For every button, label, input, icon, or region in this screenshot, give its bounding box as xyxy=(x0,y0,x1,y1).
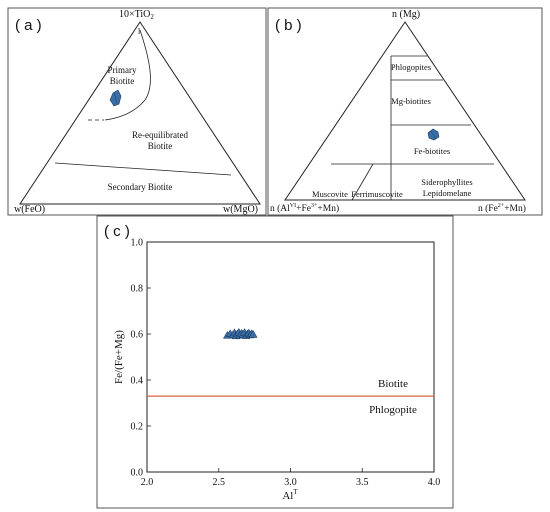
panel-c-xlabel: AlT xyxy=(282,488,298,502)
panel-c-label-phlogopite: Phlogopite xyxy=(369,404,417,416)
panel-b-muscovite-divider xyxy=(351,163,374,201)
panel-b-region-ferrimuscovite: Ferrimuscovite xyxy=(351,189,403,199)
panel-a-region-primary-1: Primary xyxy=(108,65,137,75)
panel-a-curve-mark: l xyxy=(138,27,141,36)
y-tick-label: 0.6 xyxy=(131,330,144,341)
x-tick-label: 2.5 xyxy=(213,477,226,488)
panel-a-label: ( a ) xyxy=(15,17,42,34)
panel-a-region-reeq-1: Re-equilibrated xyxy=(132,130,188,140)
panel-b-frame xyxy=(267,7,543,216)
panel-b-apex-right: n (Fe2++Mn) xyxy=(478,203,526,214)
panel-a: ( a ) l 10×TiO2 w(FeO) w(MgO) Primary Bi… xyxy=(7,7,267,216)
x-tick-label: 3.5 xyxy=(356,477,369,488)
panel-c-plot-area xyxy=(146,241,435,473)
panel-b-triangle xyxy=(284,21,526,201)
panel-a-region-secondary: Secondary Biotite xyxy=(108,182,173,192)
panel-b-apex-left: n (AlVI+Fe3++Mn) xyxy=(270,203,339,214)
panel-b-region-siderophyllites: Siderophyllites xyxy=(421,177,472,187)
panel-c-axes: 2.0 2.5 3.0 3.5 4.0 0.0 0.2 0.4 0.6 0.8 1.0 xyxy=(131,238,441,489)
panel-a-data-cluster xyxy=(109,89,122,107)
panel-a-region-primary-2: Biotite xyxy=(110,76,135,86)
panel-a-secondary-boundary xyxy=(54,162,232,176)
panel-a-frame xyxy=(7,7,267,216)
panel-c-frame xyxy=(96,215,454,509)
panel-c: ( c ) 2.0 2.5 3.0 3.5 4.00.00.20.40.60.81.0 … xyxy=(96,215,454,509)
panel-a-region-reeq-2: Biotite xyxy=(148,141,173,151)
y-tick-label: 0.8 xyxy=(131,284,144,295)
panel-b-region-phlogopites: Phlogopites xyxy=(391,62,431,72)
x-tick-label: 4.0 xyxy=(428,477,441,488)
panel-a-apex-right: w(MgO) xyxy=(223,204,258,215)
panel-c-label: ( c ) xyxy=(104,223,130,240)
panel-b-label: ( b ) xyxy=(275,17,302,34)
panel-b-region-muscovite: Muscovite xyxy=(312,189,348,199)
y-tick-label: 1.0 xyxy=(131,238,144,249)
panel-a-apex-top: 10×TiO2 xyxy=(119,9,154,21)
panel-b-apex-top: n (Mg) xyxy=(392,9,420,20)
x-tick-label: 2.0 xyxy=(141,477,154,488)
panel-a-primary-curve xyxy=(104,29,151,121)
x-tick-label: 3.0 xyxy=(284,477,297,488)
panel-c-label-biotite: Biotite xyxy=(378,378,408,390)
panel-b-cluster-marker xyxy=(427,128,440,141)
panel-b-data-cluster xyxy=(427,128,440,141)
panel-b-cluster-edge xyxy=(430,130,437,140)
panel-b-region-mg-biotites: Mg-biotites xyxy=(391,96,431,106)
panel-a-cluster-edge xyxy=(113,91,118,105)
panel-c-points xyxy=(222,327,258,340)
scatter-point xyxy=(248,329,258,338)
panel-b: ( b ) n (Mg) n (AlVI+Fe3++Mn) n (Fe2++Mn… xyxy=(267,7,543,216)
panel-c-ylabel: Fe/(Fe+Mg) xyxy=(113,330,125,384)
panel-a-triangle xyxy=(19,21,261,205)
panel-a-apex-left: w(FeO) xyxy=(14,204,45,215)
y-tick-label: 0.2 xyxy=(131,422,144,433)
panel-b-region-lepidomelane: Lepidomelane xyxy=(423,188,472,198)
panel-b-region-fe-biotites: Fe-biotites xyxy=(414,146,450,156)
y-tick-label: 0.4 xyxy=(131,376,144,387)
y-tick-label: 0.0 xyxy=(131,468,144,479)
